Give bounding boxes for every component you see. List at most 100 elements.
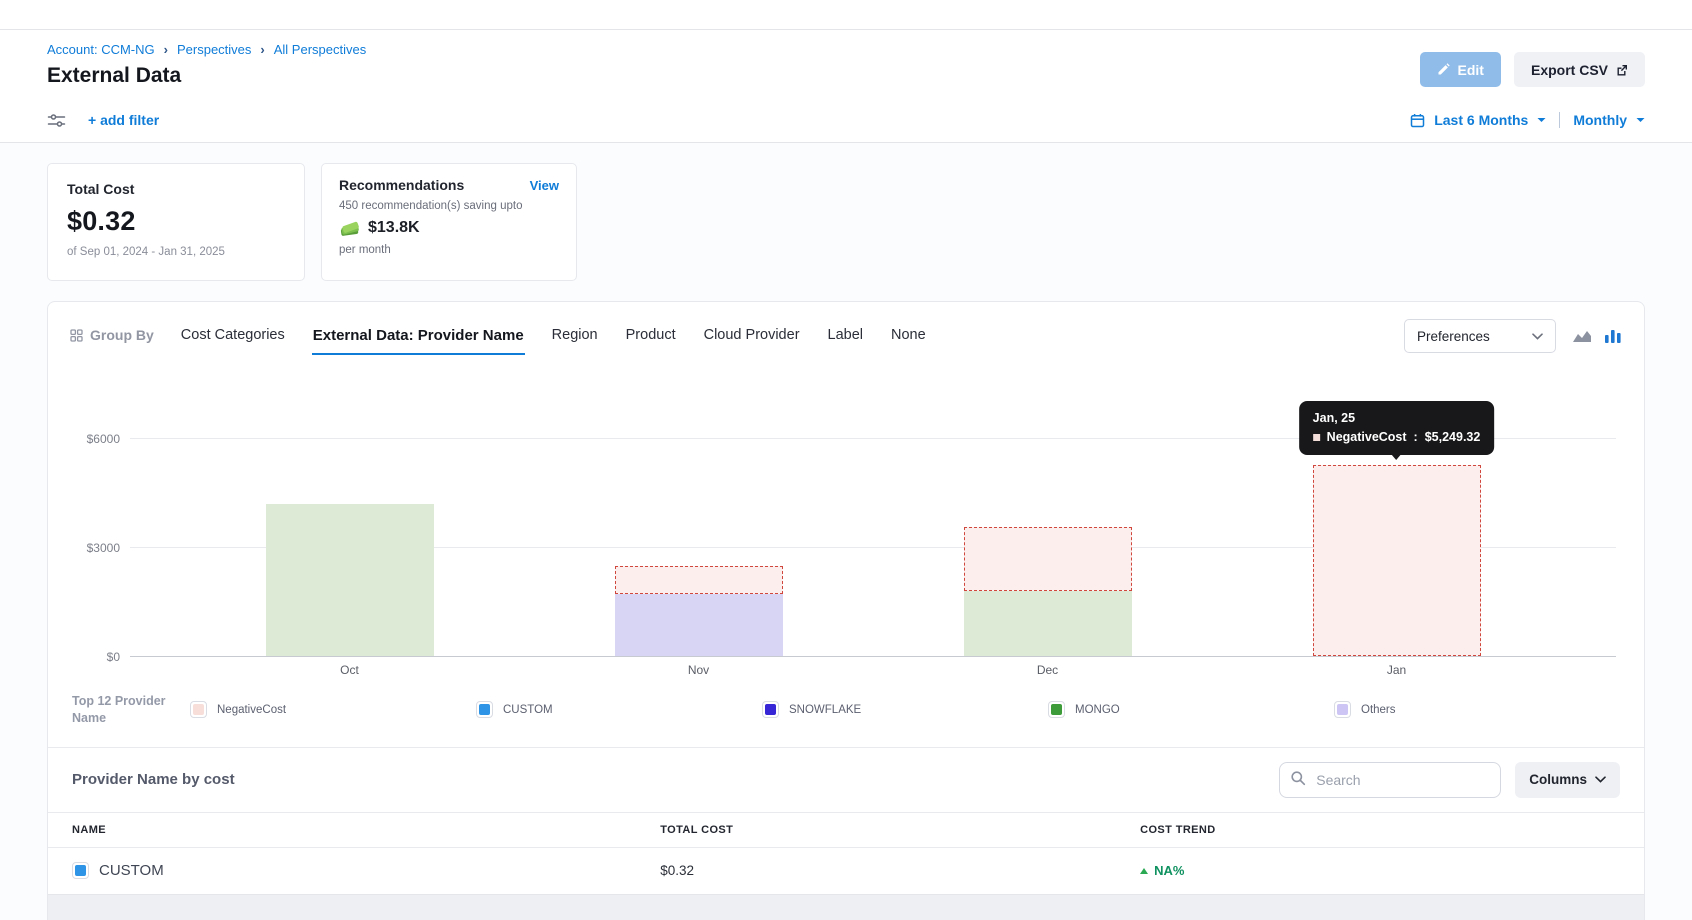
granularity-dropdown[interactable]: Monthly [1573, 112, 1627, 128]
recommendations-cadence: per month [339, 244, 391, 256]
legend-swatch-custom [476, 701, 493, 719]
tab-product[interactable]: Product [625, 327, 676, 343]
recommendations-savings: $13.8K [368, 219, 420, 236]
row-cost-trend: NA% [1140, 863, 1620, 878]
breadcrumb-account[interactable]: Account: CCM-NG [47, 42, 155, 57]
column-header-total-cost: TOTAL COST [660, 823, 734, 836]
y-axis-tick: $6000 [86, 432, 120, 446]
row-total-cost: $0.32 [660, 863, 695, 879]
tooltip-separator: : [1413, 430, 1418, 444]
perspective-card: Group By Cost Categories External Data: P… [47, 301, 1645, 920]
breadcrumb: Account: CCM-NG › Perspectives › All Per… [47, 42, 366, 57]
export-csv-button[interactable]: Export CSV [1513, 52, 1645, 87]
export-csv-label: Export CSV [1530, 61, 1608, 78]
gridline [130, 547, 1616, 548]
columns-button[interactable]: Columns [1515, 761, 1620, 798]
row-name-label: CUSTOM [99, 862, 164, 880]
external-link-icon [1616, 64, 1628, 76]
group-by-tabs: Cost Categories External Data: Provider N… [180, 325, 927, 355]
grid-icon [70, 328, 83, 342]
total-cost-period: of Sep 01, 2024 - Jan 31, 2025 [67, 246, 225, 258]
view-recommendations-link[interactable]: View [529, 177, 559, 193]
chevron-down-icon[interactable] [1537, 117, 1546, 123]
calendar-icon [1410, 113, 1425, 128]
chevron-down-icon[interactable] [1636, 117, 1645, 123]
bar-slot-oct [175, 387, 524, 657]
date-range-dropdown[interactable]: Last 6 Months [1434, 112, 1529, 128]
tab-external-data-provider-name[interactable]: External Data: Provider Name [311, 325, 525, 355]
y-axis: $0 $3000 $6000 [68, 387, 130, 664]
bar-nov[interactable] [614, 566, 783, 656]
search-icon [1290, 770, 1306, 786]
legend-title: Top 12 Provider Name [72, 694, 166, 725]
table-header-row: NAME TOTAL COST COST TREND [48, 811, 1644, 848]
breadcrumb-all-perspectives[interactable]: All Perspectives [273, 42, 367, 57]
x-axis-label-oct: Oct [340, 663, 359, 677]
header-buttons: Edit Export CSV [1419, 52, 1645, 87]
bar-jan[interactable] [1312, 465, 1481, 656]
tab-label[interactable]: Label [827, 327, 864, 343]
swatch-fill [193, 704, 204, 716]
breadcrumb-separator-icon: › [260, 42, 265, 57]
recommendations-subtitle: 450 recommendation(s) saving upto [339, 200, 523, 212]
tab-region[interactable]: Region [551, 327, 598, 343]
bar-chart-toggle-icon[interactable] [1604, 329, 1622, 344]
tab-cost-categories[interactable]: Cost Categories [180, 327, 285, 343]
edit-button-label: Edit [1457, 61, 1484, 78]
recommendations-label: Recommendations [339, 177, 465, 193]
legend-item-label: CUSTOM [503, 703, 553, 716]
tooltip-title: Jan, 25 [1312, 411, 1356, 425]
row-name-cell: CUSTOM [72, 862, 660, 880]
legend-item-mongo[interactable]: MONGO [1048, 701, 1334, 719]
bar-oct[interactable] [265, 503, 434, 656]
tab-none[interactable]: None [891, 327, 926, 343]
bar-segment-others[interactable] [614, 594, 783, 656]
table-footer-strip [48, 893, 1644, 920]
bar-dec[interactable] [963, 526, 1132, 656]
bar-segment-mongo[interactable] [963, 590, 1132, 656]
legend-item-label: MONGO [1075, 703, 1120, 716]
table-title: Provider Name by cost [72, 771, 235, 789]
header-left: Account: CCM-NG › Perspectives › All Per… [47, 42, 366, 88]
trend-value: NA% [1154, 863, 1185, 879]
cost-chart: $0 $3000 $6000 Jan, 25 NegativeCost : $5,2… [48, 361, 1644, 664]
legend-item-label: Others [1361, 703, 1396, 716]
bar-segment-negativecost[interactable] [1312, 465, 1481, 656]
bar-segment-mongo[interactable] [265, 503, 434, 656]
provider-table-section: Provider Name by cost Columns [48, 746, 1644, 920]
swatch-fill [765, 704, 776, 716]
chart-tooltip: Jan, 25 NegativeCost : $5,249.32 [1298, 401, 1495, 455]
legend-swatch-mongo [1048, 701, 1065, 719]
legend-items: NegativeCost CUSTOM SNOWFLAKE MONGO Others [190, 701, 1620, 719]
row-swatch [72, 862, 89, 880]
table-row-custom[interactable]: CUSTOM $0.32 NA% [48, 847, 1644, 894]
preferences-dropdown[interactable]: Preferences [1404, 319, 1556, 353]
tab-cloud-provider[interactable]: Cloud Provider [703, 327, 800, 343]
gridline [130, 656, 1616, 657]
total-cost-label: Total Cost [67, 181, 135, 197]
tooltip-series: NegativeCost [1326, 430, 1407, 444]
x-axis-label-dec: Dec [1036, 663, 1059, 677]
search-input[interactable] [1279, 761, 1502, 798]
column-header-cost-trend: COST TREND [1140, 823, 1216, 836]
x-axis: Oct Nov Dec Jan [130, 663, 1616, 677]
column-header-name: NAME [72, 823, 106, 836]
recommendations-card: Recommendations View 450 recommendation(… [321, 163, 577, 281]
bar-segment-negativecost[interactable] [963, 526, 1132, 591]
bar-segment-negativecost[interactable] [614, 566, 783, 595]
legend-item-negativecost[interactable]: NegativeCost [190, 701, 476, 719]
add-filter-button[interactable]: + add filter [88, 112, 160, 128]
legend-item-snowflake[interactable]: SNOWFLAKE [762, 701, 1048, 719]
breadcrumb-perspectives[interactable]: Perspectives [176, 42, 252, 57]
bars-layer [175, 387, 1571, 657]
area-chart-toggle-icon[interactable] [1572, 329, 1592, 344]
legend-item-custom[interactable]: CUSTOM [476, 701, 762, 719]
page-title: External Data [47, 64, 182, 87]
time-controls: Last 6 Months Monthly [1410, 112, 1645, 128]
filter-sliders-icon[interactable] [47, 113, 66, 128]
edit-button[interactable]: Edit [1419, 52, 1501, 87]
content-area: Total Cost $0.32 of Sep 01, 2024 - Jan 3… [0, 143, 1692, 920]
bar-slot-nov [524, 387, 873, 657]
filter-bar: + add filter Last 6 Months Monthly [0, 98, 1692, 143]
legend-item-others[interactable]: Others [1334, 701, 1620, 719]
